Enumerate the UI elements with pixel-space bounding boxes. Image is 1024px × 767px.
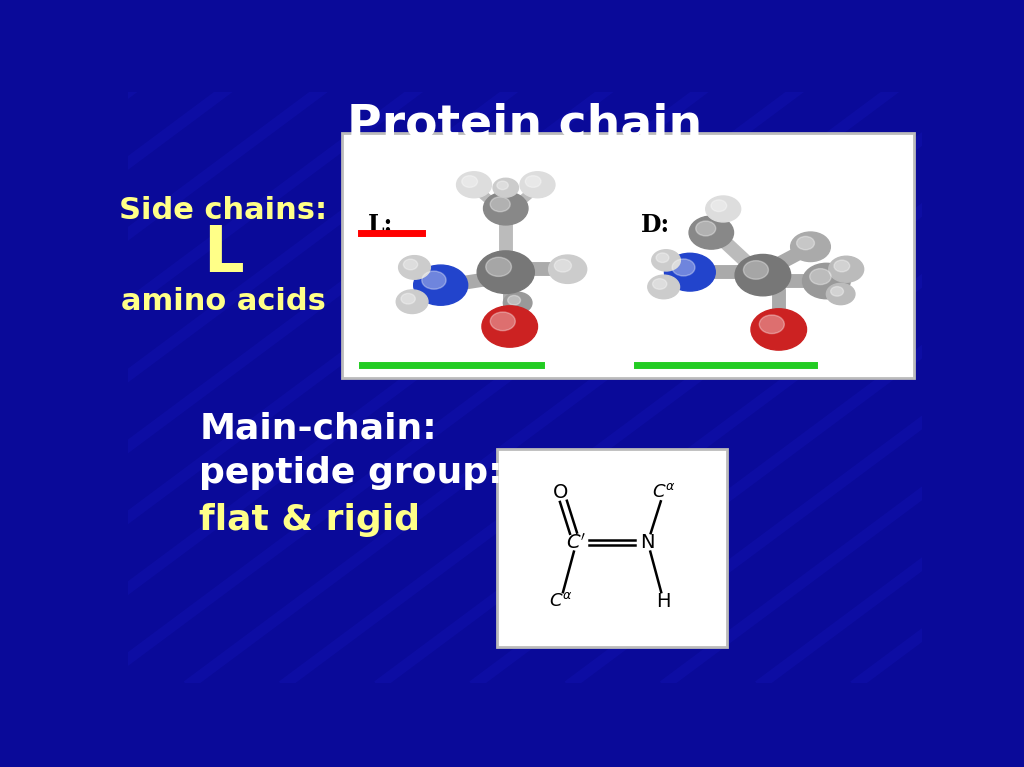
Text: Side chains:: Side chains: (119, 196, 328, 225)
Text: O: O (553, 482, 568, 502)
Circle shape (483, 192, 528, 225)
Circle shape (648, 275, 680, 299)
Circle shape (791, 232, 830, 262)
Circle shape (490, 197, 510, 212)
Text: L: L (203, 223, 244, 285)
Text: flat & rigid: flat & rigid (200, 503, 421, 537)
Circle shape (751, 309, 807, 350)
Circle shape (403, 259, 418, 270)
Text: amino acids: amino acids (121, 287, 326, 316)
Circle shape (828, 256, 863, 282)
Circle shape (652, 250, 680, 271)
Circle shape (401, 294, 416, 304)
Text: $C^{\alpha}$: $C^{\alpha}$ (651, 483, 676, 501)
Circle shape (525, 176, 541, 187)
Circle shape (665, 253, 716, 291)
Circle shape (549, 255, 587, 283)
Circle shape (494, 178, 518, 197)
Bar (342, 133, 913, 378)
Circle shape (457, 172, 492, 198)
Circle shape (497, 181, 508, 189)
Circle shape (810, 268, 831, 285)
Text: Protein chain: Protein chain (347, 102, 702, 147)
Circle shape (735, 255, 791, 296)
Text: Main-chain:: Main-chain: (200, 412, 437, 446)
Bar (497, 449, 727, 647)
Circle shape (797, 236, 814, 250)
Circle shape (414, 265, 468, 305)
Circle shape (652, 278, 667, 289)
Circle shape (422, 271, 446, 289)
Circle shape (462, 176, 477, 187)
Circle shape (689, 216, 733, 249)
Circle shape (760, 315, 784, 334)
Circle shape (508, 295, 520, 305)
Text: N: N (641, 533, 655, 552)
Circle shape (706, 196, 740, 222)
Circle shape (398, 255, 430, 279)
Text: L:: L: (368, 213, 393, 237)
Circle shape (520, 172, 555, 198)
Circle shape (743, 261, 768, 279)
Text: D:: D: (641, 213, 670, 237)
Circle shape (695, 221, 716, 236)
Circle shape (672, 259, 695, 276)
Text: peptide group:: peptide group: (200, 456, 503, 490)
Circle shape (482, 306, 538, 347)
Circle shape (477, 251, 535, 294)
Text: $C'$: $C'$ (566, 532, 587, 552)
Circle shape (490, 312, 515, 331)
Text: $C^{\alpha}$: $C^{\alpha}$ (549, 592, 572, 611)
Circle shape (834, 260, 850, 272)
Circle shape (656, 253, 669, 262)
Circle shape (504, 292, 531, 314)
Circle shape (485, 257, 511, 276)
Circle shape (554, 259, 571, 272)
Circle shape (396, 290, 428, 314)
Circle shape (830, 287, 844, 296)
Circle shape (803, 263, 850, 298)
Text: H: H (656, 592, 671, 611)
Circle shape (711, 200, 727, 212)
Circle shape (826, 283, 855, 304)
